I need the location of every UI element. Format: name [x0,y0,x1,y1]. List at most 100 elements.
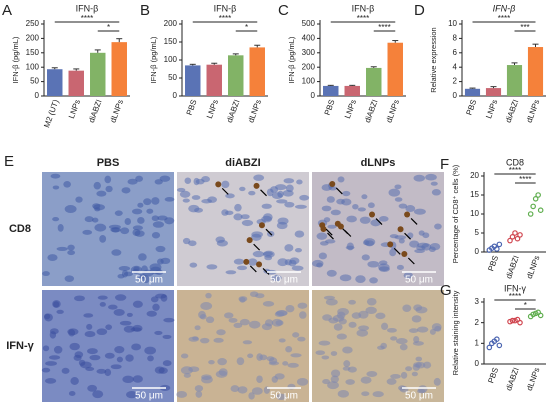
nucleus [431,323,442,332]
nucleus [396,338,408,345]
nucleus [398,203,408,209]
nucleus [122,375,134,384]
nucleus [381,322,389,331]
nucleus [276,221,288,230]
nucleus [284,201,295,208]
nucleus [70,377,79,385]
nucleus [429,242,441,251]
y-tick-label: 4 [453,62,458,71]
x-tick-label: M2 (UT) [42,98,61,129]
y-tick-label: 50 [168,73,177,82]
nucleus [52,185,60,190]
y-axis-label: IFN-β (pg/mL) [149,36,158,83]
micrograph [42,290,174,402]
stained-cell [258,222,265,229]
nucleus [228,317,238,323]
nucleus [154,366,165,374]
nucleus [119,320,132,326]
nucleus [296,179,303,185]
stained-cell [319,222,326,229]
nucleus [408,328,419,333]
y-axis-label: Relative staining intensity [451,290,460,375]
bar [366,67,382,96]
arrow [253,243,261,251]
nucleus [163,317,175,323]
y-tick-label: 100 [302,77,316,86]
nucleus [294,230,305,238]
nucleus [399,343,408,351]
nucleus [418,230,425,236]
nucleus [330,209,341,216]
nucleus [230,385,240,393]
scale-bar-label: 50 μm [135,391,163,402]
x-tick-label: dLNPs [525,98,542,124]
y-tick-label: 300 [302,48,316,57]
nucleus [266,188,274,197]
nucleus [225,270,237,275]
x-tick-label: dLNPs [108,98,125,124]
nucleus [42,271,50,277]
nucleus [121,187,131,194]
nucleus [367,202,375,209]
nucleus [151,231,161,239]
nucleus [337,307,349,316]
nucleus [237,386,248,394]
arrow [407,257,415,265]
dot [496,342,503,349]
nucleus [336,333,347,340]
nucleus [221,180,230,189]
nucleus [208,359,215,365]
nucleus [430,181,438,186]
nucleus [409,240,420,248]
nucleus [242,340,253,345]
nucleus [126,391,138,399]
chart-title: IFN-β [493,3,516,13]
nucleus [287,362,299,368]
y-tick-label: 20 [470,171,479,180]
nucleus [294,204,307,209]
bar [68,70,84,96]
nucleus [323,295,336,300]
y-tick-label: 0 [453,91,458,100]
nucleus [411,371,418,377]
nucleus [68,391,76,396]
nucleus [127,178,138,185]
chart-title: IFN-γ [504,283,526,293]
scale-bar-label: 50 μm [270,391,298,402]
nucleus [216,239,228,247]
nucleus [132,324,143,332]
nucleus [199,337,210,344]
nucleus [292,332,300,338]
nucleus [322,379,331,385]
nucleus [64,205,77,214]
nucleus [422,361,432,369]
stained-cell [397,226,404,233]
arrow [375,218,383,225]
nucleus [321,184,332,191]
nucleus [207,196,217,203]
significance-label: **** [509,166,521,175]
nucleus [413,174,426,182]
nucleus [162,334,172,339]
scale-bar-label: 50 μm [135,275,163,286]
significance-label: **** [378,23,390,32]
nucleus [413,362,422,368]
nucleus [282,189,294,197]
x-tick-label: LNPs [205,98,220,119]
dot [514,235,521,242]
x-tick-label: LNPs [343,98,358,119]
dot [496,241,503,248]
nucleus [378,263,390,272]
nucleus [363,240,370,246]
nucleus [48,355,61,360]
nucleus [205,316,215,324]
nucleus [370,219,381,227]
nucleus [366,371,378,378]
nucleus [271,192,283,200]
panel-letter: A [2,2,12,19]
x-tick-label: dLNPs [384,98,401,124]
nucleus [278,338,286,343]
x-tick-label: dLNPs [525,366,542,392]
nucleus [360,376,372,384]
bar [185,65,201,96]
